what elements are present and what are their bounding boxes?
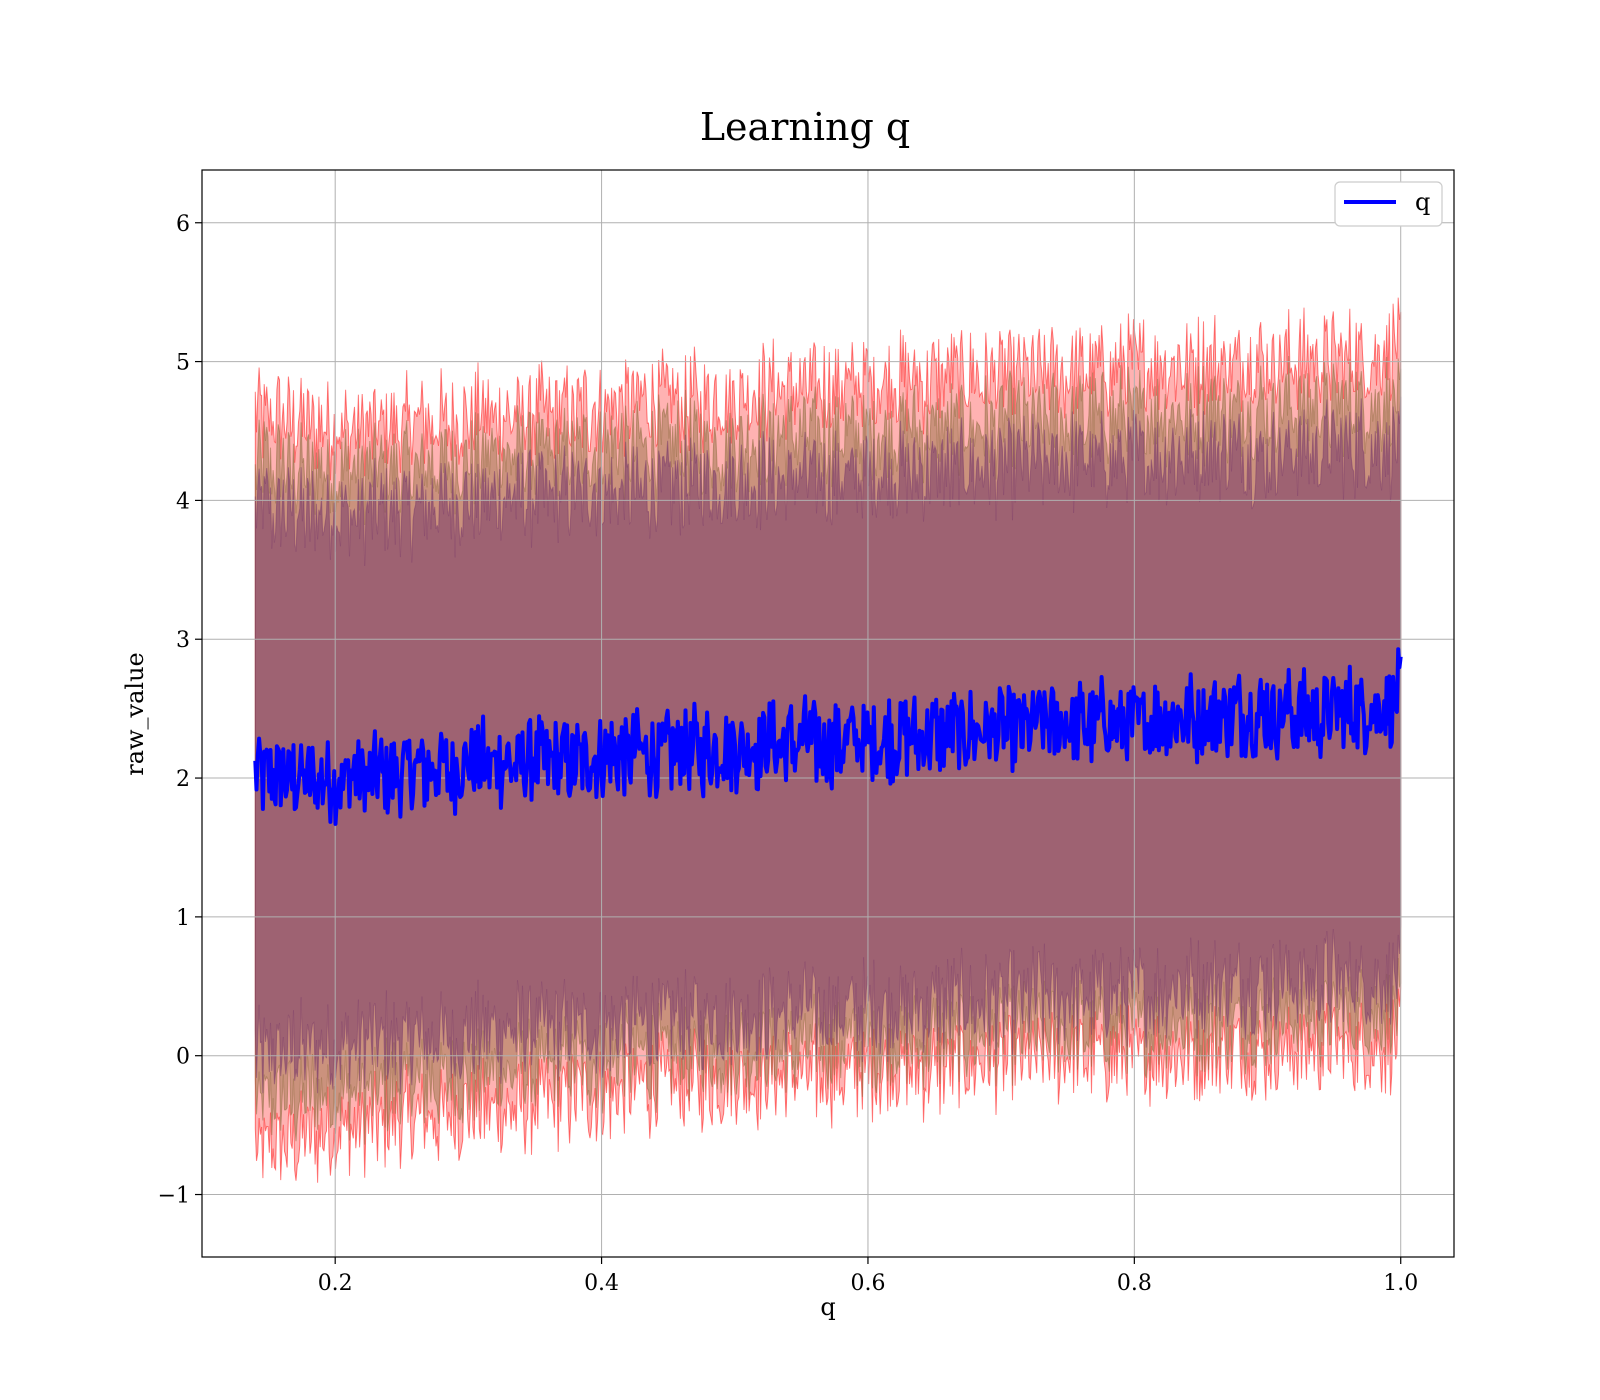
x-axis-ticks: 0.2 0.4 0.6 0.8 1.0 xyxy=(318,1257,1418,1296)
y-tick-label: 1 xyxy=(176,906,190,931)
y-tick: −1 xyxy=(158,1184,202,1209)
y-tick: 4 xyxy=(176,489,202,514)
y-tick-label: 4 xyxy=(176,489,190,514)
series-lines xyxy=(253,647,1403,826)
x-tick: 1.0 xyxy=(1383,1257,1418,1296)
plot-area xyxy=(201,169,1455,1258)
chart-title: Learning q xyxy=(700,105,910,149)
y-axis-label: raw_value xyxy=(121,652,149,776)
y-tick-label: 0 xyxy=(176,1045,190,1070)
axes-frame xyxy=(201,169,1455,1258)
y-tick: 0 xyxy=(176,1045,202,1070)
legend: q xyxy=(1334,181,1443,227)
y-tick-label: 2 xyxy=(176,767,190,792)
x-tick-label: 1.0 xyxy=(1383,1271,1418,1296)
y-tick: 2 xyxy=(176,767,202,792)
legend-label-q: q xyxy=(1415,188,1430,216)
x-tick: 0.4 xyxy=(584,1257,619,1296)
y-tick-label: 3 xyxy=(176,628,190,653)
y-tick: 6 xyxy=(176,212,202,237)
y-tick-label: −1 xyxy=(158,1184,190,1209)
x-tick-label: 0.4 xyxy=(584,1271,619,1296)
x-tick: 0.6 xyxy=(850,1257,885,1296)
x-tick: 0.8 xyxy=(1117,1257,1152,1296)
y-tick: 1 xyxy=(176,906,202,931)
x-tick-label: 0.8 xyxy=(1117,1271,1152,1296)
y-tick-label: 6 xyxy=(176,212,190,237)
y-tick: 5 xyxy=(176,351,202,376)
y-axis-ticks: −1 0 1 2 3 4 5 6 xyxy=(158,212,202,1209)
x-axis-label: q xyxy=(820,1293,835,1321)
y-tick-label: 5 xyxy=(176,351,190,376)
y-tick: 3 xyxy=(176,628,202,653)
x-tick: 0.2 xyxy=(318,1257,353,1296)
series-line-q xyxy=(253,647,1403,826)
x-tick-label: 0.6 xyxy=(850,1271,885,1296)
x-tick-label: 0.2 xyxy=(318,1271,353,1296)
